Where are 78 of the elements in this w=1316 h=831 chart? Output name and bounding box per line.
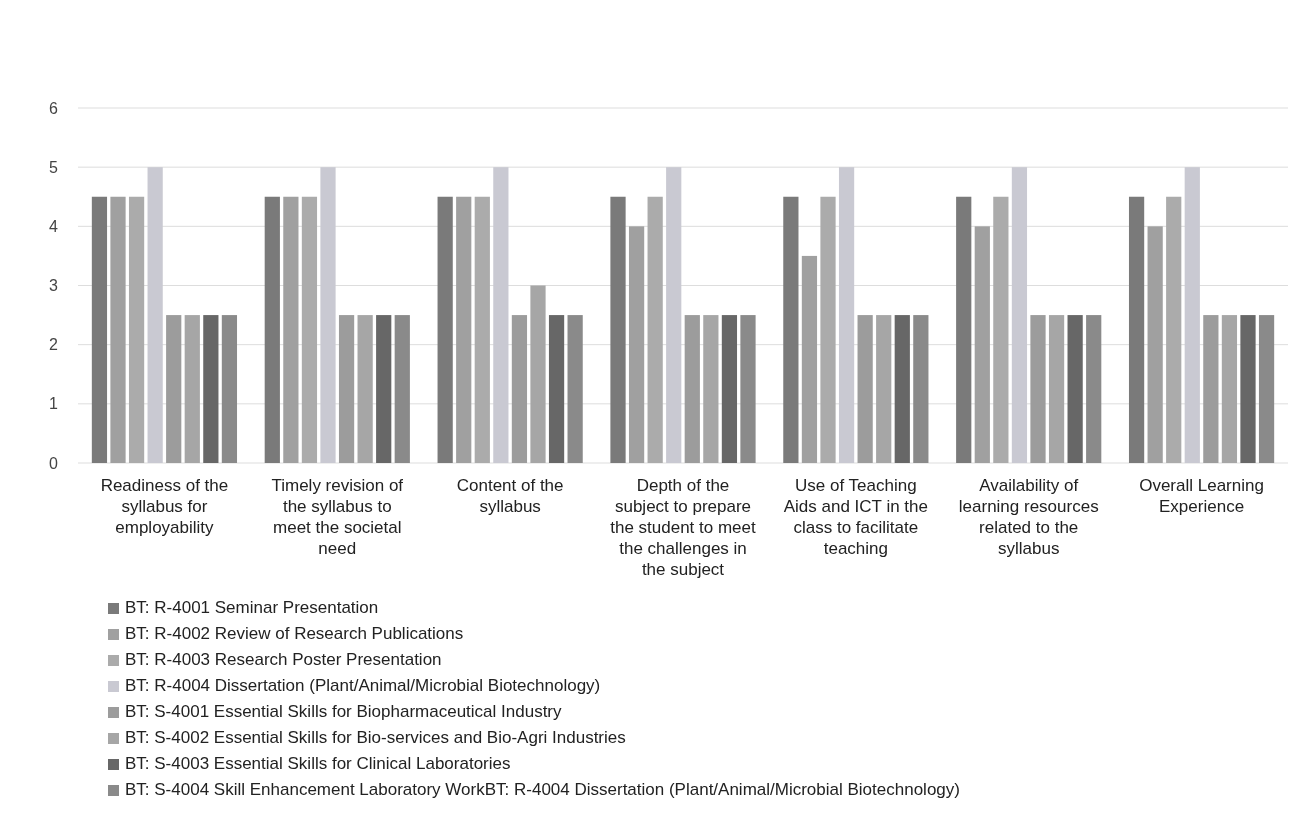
bar	[147, 167, 163, 463]
legend-label: BT: S-4004 Skill Enhancement Laboratory WorkBT: R-4004 Dissertation (Plant/Animal/Microbial Biotechnology)	[125, 780, 960, 799]
bar	[1240, 315, 1256, 463]
x-tick-label: Readiness of the syllabus for employability	[100, 476, 229, 537]
bar	[203, 315, 219, 463]
legend-label: BT: R-4004 Dissertation (Plant/Animal/Microbial Biotechnology)	[125, 676, 601, 695]
bar	[1221, 315, 1238, 463]
x-tick-label: Use of Teaching Aids and ICT in the class to facilitate teaching	[783, 476, 928, 558]
bar	[857, 315, 873, 463]
bar	[357, 315, 373, 463]
bar	[703, 315, 719, 463]
x-tick-label: Timely revision of the syllabus to meet the societal need	[271, 476, 404, 558]
bar	[1128, 196, 1145, 463]
bar	[511, 315, 528, 463]
bar	[610, 196, 626, 463]
x-tick-label: Content of the syllabus	[456, 476, 564, 516]
bar	[264, 196, 280, 463]
bar	[320, 167, 336, 463]
bar	[838, 167, 855, 463]
bar	[530, 285, 546, 463]
bar	[221, 315, 238, 463]
bar	[184, 315, 200, 463]
bar	[474, 196, 490, 463]
legend-label: BT: R-4002 Review of Research Publications	[125, 624, 464, 643]
y-tick-label: 2	[49, 336, 59, 354]
bar	[1147, 226, 1163, 463]
legend-label: BT: R-4003 Research Poster Presentation	[125, 650, 442, 669]
bar	[913, 315, 929, 463]
bar	[740, 315, 756, 463]
bar	[338, 315, 355, 463]
bar	[1067, 315, 1083, 463]
bar	[666, 167, 682, 463]
bar	[801, 255, 818, 463]
y-tick-label: 4	[49, 217, 59, 235]
bar	[1048, 315, 1065, 463]
bar	[684, 315, 700, 463]
y-tick-label: 3	[49, 277, 59, 295]
x-tick-label: Availability of learning resources related to the syllabus	[958, 476, 1099, 558]
legend-label: BT: S-4001 Essential Skills for Biopharmaceutical Industry	[125, 702, 563, 721]
bar	[1086, 315, 1102, 463]
bar	[128, 196, 145, 463]
y-tick-label: 0	[49, 454, 59, 472]
bar	[110, 196, 126, 463]
y-tick-label: 6	[49, 99, 59, 117]
bar	[456, 196, 472, 463]
bar	[1166, 196, 1182, 463]
bar	[1011, 167, 1028, 463]
y-tick-label: 1	[49, 395, 59, 413]
bar	[721, 315, 738, 463]
bar	[166, 315, 182, 463]
bar	[820, 196, 836, 463]
bar	[956, 196, 972, 463]
bar	[548, 315, 565, 463]
bar	[376, 315, 392, 463]
bar	[437, 196, 453, 463]
bar	[1203, 315, 1219, 463]
bar	[628, 226, 645, 463]
x-tick-label: Overall Learning Experience	[1139, 476, 1264, 516]
bar	[394, 315, 410, 463]
bar	[1184, 167, 1200, 463]
bar	[1258, 315, 1275, 463]
legend-label: BT: S-4003 Essential Skills for Clinical Laboratories	[125, 754, 511, 773]
bar	[647, 196, 663, 463]
bar	[1030, 315, 1046, 463]
bar	[493, 167, 509, 463]
bar	[876, 315, 892, 463]
bar	[91, 196, 108, 463]
bar	[894, 315, 910, 463]
bar	[301, 196, 318, 463]
x-tick-label: Depth of the subject to prepare the student to meet the challenges in the subject	[610, 476, 757, 579]
bar	[974, 226, 990, 463]
legend-label: BT: R-4001 Seminar Presentation	[125, 598, 379, 617]
bar	[283, 196, 299, 463]
bar	[783, 196, 799, 463]
bar	[567, 315, 583, 463]
legend-label: BT: S-4002 Essential Skills for Bio-services and Bio-Agri Industries	[125, 728, 626, 747]
bar	[993, 196, 1009, 463]
y-tick-label: 5	[49, 158, 59, 176]
